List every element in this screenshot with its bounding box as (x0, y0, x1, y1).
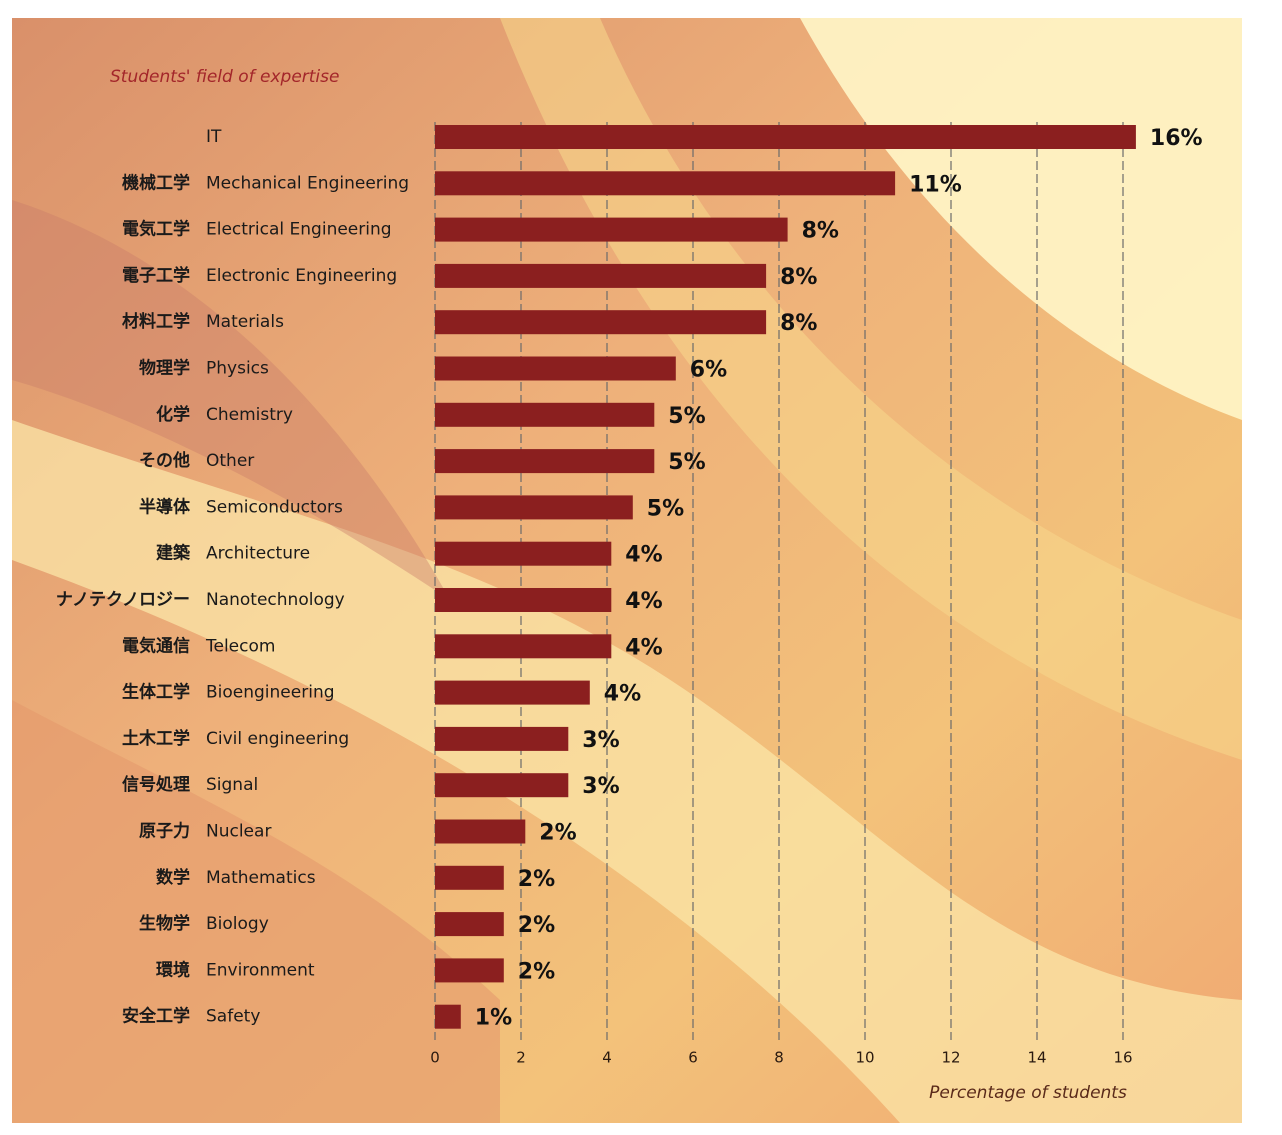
category-label-ja: 電気工学 (122, 219, 190, 240)
value-label: 2% (518, 959, 555, 984)
category-label: Nanotechnology (206, 590, 345, 610)
value-label: 2% (518, 867, 555, 892)
category-label: Physics (206, 359, 269, 379)
category-label: Materials (206, 312, 284, 332)
category-label: Civil engineering (206, 729, 349, 749)
category-label-ja: 土木工学 (122, 728, 190, 749)
category-label-ja: 原子力 (139, 821, 190, 842)
value-label: 2% (539, 821, 576, 846)
bar (435, 912, 504, 936)
category-label-ja: その他 (139, 450, 190, 471)
x-tick-label: 6 (688, 1049, 698, 1067)
x-tick-label: 8 (774, 1049, 784, 1067)
bar (435, 681, 590, 705)
bar (435, 634, 611, 658)
bar (435, 310, 766, 334)
category-label: Bioengineering (206, 683, 335, 703)
category-label: Electrical Engineering (206, 220, 392, 240)
bar (435, 403, 654, 427)
category-label: Environment (206, 960, 315, 980)
bar (435, 820, 525, 844)
bar (435, 773, 568, 797)
chart-title: Students' field of expertise (110, 67, 339, 87)
x-tick-label: 10 (855, 1049, 874, 1067)
category-label-ja: 半導体 (139, 496, 191, 517)
bar (435, 727, 568, 751)
x-tick-label: 14 (1027, 1049, 1046, 1067)
bar (435, 588, 611, 612)
category-label: IT (206, 127, 222, 147)
bar (435, 1005, 461, 1029)
category-label: Mathematics (206, 868, 316, 888)
bar (435, 495, 633, 519)
value-label: 5% (668, 450, 705, 475)
value-label: 4% (604, 682, 641, 707)
value-label: 6% (690, 358, 727, 383)
category-label: Mechanical Engineering (206, 173, 409, 193)
value-label: 4% (625, 589, 662, 614)
bar (435, 866, 504, 890)
bar (435, 958, 504, 982)
category-label: Signal (206, 775, 258, 795)
value-label: 2% (518, 913, 555, 938)
x-tick-label: 2 (516, 1049, 526, 1067)
x-tick-label: 0 (430, 1049, 440, 1067)
value-label: 8% (802, 219, 839, 244)
category-label: Semiconductors (206, 497, 343, 517)
value-label: 8% (780, 265, 817, 290)
category-label: Nuclear (206, 822, 271, 842)
bar (435, 542, 611, 566)
value-label: 5% (647, 496, 684, 521)
category-label-ja: 環境 (156, 959, 190, 980)
value-label: 3% (582, 774, 619, 799)
category-label-ja: 電子工学 (122, 265, 190, 286)
category-label-ja: 建築 (156, 543, 191, 564)
value-label: 11% (909, 172, 962, 197)
category-label-ja: 信号処理 (122, 774, 190, 795)
category-label-ja: 化学 (156, 404, 190, 425)
x-tick-label: 16 (1113, 1049, 1132, 1067)
category-label-ja: 物理学 (139, 358, 190, 379)
value-label: 1% (475, 1006, 512, 1031)
category-label: Biology (206, 914, 269, 934)
category-label-ja: 数学 (156, 867, 190, 888)
bar (435, 449, 654, 473)
chart: Students' field of expertise Percentage … (0, 0, 1282, 1131)
bar (435, 264, 766, 288)
x-tick-label: 4 (602, 1049, 612, 1067)
value-label: 8% (780, 311, 817, 336)
value-label: 4% (625, 635, 662, 660)
value-label: 16% (1150, 126, 1203, 151)
x-tick-label: 12 (941, 1049, 960, 1067)
category-label: Chemistry (206, 405, 293, 425)
category-label-ja: 生物学 (139, 913, 190, 934)
value-label: 3% (582, 728, 619, 753)
category-label-ja: 機械工学 (122, 172, 190, 193)
category-label: Safety (206, 1007, 260, 1027)
x-axis-label: Percentage of students (929, 1083, 1127, 1103)
category-label-ja: ナノテクノロジー (56, 590, 190, 610)
bar (435, 125, 1136, 149)
bar (435, 171, 895, 195)
category-label: Other (206, 451, 254, 471)
bar (435, 357, 676, 381)
category-label: Electronic Engineering (206, 266, 397, 286)
value-label: 4% (625, 543, 662, 568)
category-label-ja: 生体工学 (122, 682, 190, 703)
category-label-ja: 電気通信 (122, 635, 190, 656)
category-label-ja: 材料工学 (122, 311, 190, 332)
category-label: Architecture (206, 544, 310, 564)
category-label: Telecom (205, 636, 275, 656)
category-label-ja: 安全工学 (122, 1006, 190, 1027)
bar (435, 218, 788, 242)
value-label: 5% (668, 404, 705, 429)
